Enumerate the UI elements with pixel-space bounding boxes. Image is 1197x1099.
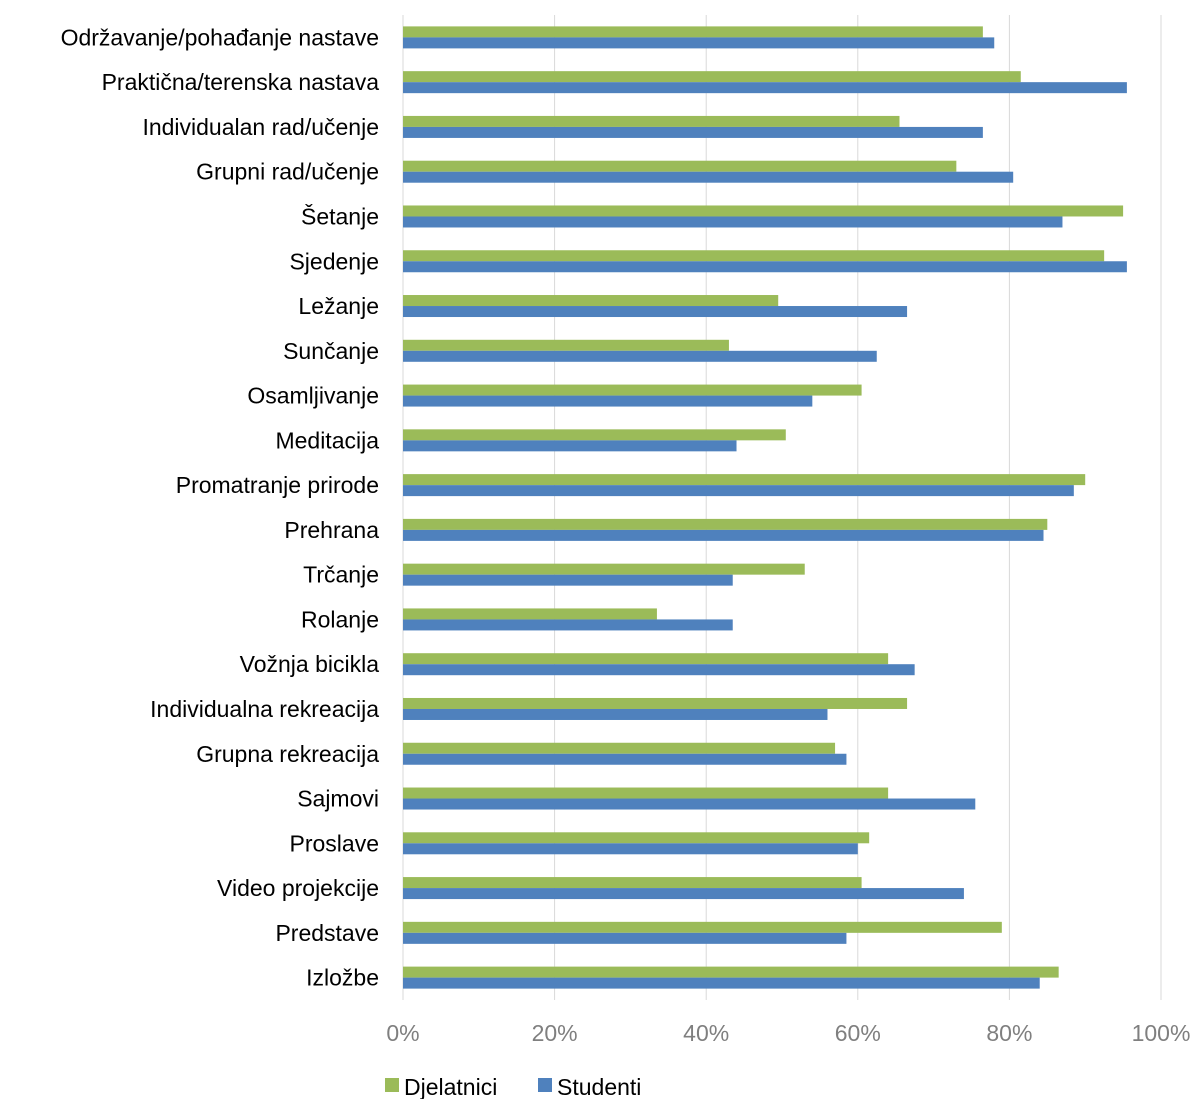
bar-djelatnici-3 bbox=[403, 160, 957, 172]
bar-djelatnici-1 bbox=[403, 71, 1021, 83]
category-label: Predstave bbox=[275, 920, 379, 946]
category-label: Sunčanje bbox=[283, 338, 379, 364]
bar-studenti-20 bbox=[403, 932, 847, 944]
bar-studenti-0 bbox=[403, 37, 995, 49]
category-label: Prehrana bbox=[284, 517, 379, 543]
bar-djelatnici-19 bbox=[403, 877, 862, 889]
bar-studenti-6 bbox=[403, 306, 908, 318]
legend-label-studenti: Studenti bbox=[557, 1074, 641, 1099]
x-tick-label: 80% bbox=[986, 1020, 1032, 1046]
bar-studenti-13 bbox=[403, 619, 733, 631]
bar-djelatnici-18 bbox=[403, 832, 870, 844]
bar-studenti-2 bbox=[403, 126, 983, 138]
bar-studenti-7 bbox=[403, 350, 877, 362]
bar-djelatnici-14 bbox=[403, 653, 889, 665]
bar-djelatnici-20 bbox=[403, 921, 1002, 933]
bar-studenti-5 bbox=[403, 261, 1127, 273]
bar-studenti-11 bbox=[403, 529, 1044, 541]
bar-djelatnici-8 bbox=[403, 384, 862, 396]
legend: Djelatnici Studenti bbox=[385, 1074, 641, 1099]
x-tick-label: 20% bbox=[532, 1020, 578, 1046]
x-tick-label: 100% bbox=[1132, 1020, 1191, 1046]
category-label: Ležanje bbox=[298, 293, 379, 319]
bar-studenti-18 bbox=[403, 843, 858, 855]
category-label: Šetanje bbox=[301, 202, 379, 229]
category-label: Trčanje bbox=[303, 562, 379, 588]
x-axis-tick-labels: 0% 20% 40% 60% 80% 100% bbox=[386, 1020, 1190, 1046]
bar-djelatnici-5 bbox=[403, 250, 1105, 262]
bar-djelatnici-15 bbox=[403, 697, 908, 709]
bar-djelatnici-9 bbox=[403, 429, 786, 441]
bar-djelatnici-17 bbox=[403, 787, 889, 799]
bar-djelatnici-2 bbox=[403, 115, 900, 127]
category-label: Individualan rad/učenje bbox=[142, 114, 379, 140]
category-label: Rolanje bbox=[301, 606, 379, 632]
category-label: Održavanje/pohađanje nastave bbox=[61, 24, 379, 50]
bar-studenti-21 bbox=[403, 977, 1040, 989]
bar-studenti-14 bbox=[403, 664, 915, 676]
bar-djelatnici-21 bbox=[403, 966, 1059, 978]
bar-studenti-12 bbox=[403, 574, 733, 586]
category-label: Video projekcije bbox=[217, 875, 379, 901]
x-tick-label: 0% bbox=[386, 1020, 419, 1046]
bar-djelatnici-12 bbox=[403, 563, 805, 575]
legend-label-djelatnici: Djelatnici bbox=[404, 1074, 497, 1099]
bar-djelatnici-16 bbox=[403, 742, 836, 754]
legend-swatch-studenti bbox=[538, 1078, 552, 1092]
category-label: Proslave bbox=[290, 830, 379, 856]
bars bbox=[403, 26, 1127, 989]
category-label: Promatranje prirode bbox=[176, 472, 379, 498]
category-label: Meditacija bbox=[275, 427, 379, 453]
x-tick-label: 60% bbox=[835, 1020, 881, 1046]
bar-djelatnici-4 bbox=[403, 205, 1124, 217]
bar-djelatnici-13 bbox=[403, 608, 657, 620]
category-label: Individualna rekreacija bbox=[150, 696, 379, 722]
x-tick-label: 40% bbox=[683, 1020, 729, 1046]
category-label: Vožnja bicikla bbox=[240, 651, 380, 677]
category-label: Izložbe bbox=[306, 965, 379, 991]
bar-studenti-10 bbox=[403, 485, 1074, 497]
category-label: Praktična/terenska nastava bbox=[102, 69, 380, 95]
legend-swatch-djelatnici bbox=[385, 1078, 399, 1092]
bar-studenti-16 bbox=[403, 753, 847, 765]
bar-studenti-17 bbox=[403, 798, 976, 810]
bar-studenti-19 bbox=[403, 888, 964, 900]
bar-djelatnici-11 bbox=[403, 518, 1048, 530]
category-label: Osamljivanje bbox=[247, 383, 379, 409]
bar-djelatnici-6 bbox=[403, 295, 779, 307]
category-label: Grupna rekreacija bbox=[196, 741, 379, 767]
bar-djelatnici-7 bbox=[403, 339, 729, 351]
bar-studenti-1 bbox=[403, 82, 1127, 94]
category-labels: Održavanje/pohađanje nastave Praktična/te… bbox=[61, 24, 380, 990]
bar-studenti-9 bbox=[403, 440, 737, 452]
bar-studenti-4 bbox=[403, 216, 1063, 228]
bar-studenti-15 bbox=[403, 708, 828, 720]
bar-studenti-3 bbox=[403, 171, 1014, 183]
category-label: Grupni rad/učenje bbox=[196, 159, 379, 185]
category-label: Sajmovi bbox=[297, 786, 379, 812]
bar-studenti-8 bbox=[403, 395, 813, 407]
bar-djelatnici-0 bbox=[403, 26, 983, 38]
category-label: Sjedenje bbox=[289, 248, 379, 274]
bar-djelatnici-10 bbox=[403, 474, 1086, 486]
